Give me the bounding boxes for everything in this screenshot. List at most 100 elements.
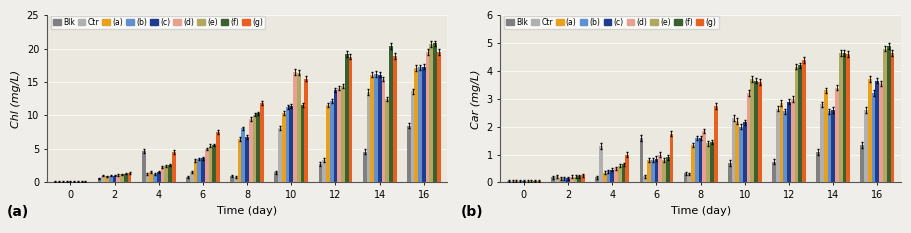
Bar — [101, 176, 105, 182]
Bar — [120, 174, 124, 182]
Bar — [753, 81, 757, 182]
Bar — [613, 168, 617, 182]
Text: (a): (a) — [6, 205, 29, 219]
Bar — [625, 154, 629, 182]
Bar — [410, 91, 414, 182]
Bar — [525, 181, 529, 182]
Bar — [701, 131, 705, 182]
Bar — [514, 181, 517, 182]
Bar — [285, 107, 289, 182]
Bar — [205, 149, 209, 182]
Bar — [871, 93, 875, 182]
Bar — [517, 181, 521, 182]
Bar — [694, 138, 698, 182]
Bar — [366, 92, 370, 182]
Bar — [322, 160, 326, 182]
Bar — [304, 79, 308, 182]
Bar — [281, 113, 285, 182]
Bar — [164, 166, 168, 182]
Bar — [687, 174, 691, 182]
Legend: Blk, Ctr, (a), (b), (c), (d), (e), (f), (g): Blk, Ctr, (a), (b), (c), (d), (e), (f), … — [51, 16, 265, 29]
Bar — [734, 121, 738, 182]
Bar — [414, 68, 418, 182]
Bar — [274, 172, 278, 182]
Bar — [216, 132, 220, 182]
Bar — [797, 65, 802, 182]
Bar — [599, 146, 602, 182]
Bar — [341, 86, 344, 182]
Bar — [436, 52, 440, 182]
Bar — [838, 53, 842, 182]
Bar — [875, 81, 878, 182]
Bar — [727, 163, 731, 182]
Bar — [406, 126, 410, 182]
Bar — [238, 139, 241, 182]
Bar — [529, 181, 533, 182]
Bar — [602, 173, 606, 182]
Bar — [642, 176, 646, 182]
Bar — [738, 127, 742, 182]
Bar — [326, 106, 330, 182]
Bar — [621, 164, 625, 182]
Bar — [171, 152, 176, 182]
Bar — [831, 110, 834, 182]
Bar — [113, 176, 117, 182]
Bar — [510, 181, 514, 182]
Bar — [124, 174, 128, 182]
Bar — [834, 88, 838, 182]
Bar — [289, 106, 292, 182]
Bar — [433, 43, 436, 182]
Bar — [153, 174, 157, 182]
Bar — [418, 67, 422, 182]
Bar — [779, 103, 783, 182]
Bar — [864, 110, 867, 182]
Bar — [333, 90, 337, 182]
Bar — [562, 178, 566, 182]
Bar — [197, 159, 200, 182]
Bar — [550, 177, 554, 182]
Bar — [669, 134, 672, 182]
Bar — [200, 158, 205, 182]
Bar — [580, 175, 584, 182]
Bar — [186, 177, 189, 182]
Bar — [141, 151, 146, 182]
Bar — [772, 161, 775, 182]
Bar — [859, 145, 864, 182]
Bar — [384, 99, 389, 182]
Bar — [683, 173, 687, 182]
Bar — [252, 115, 256, 182]
Bar — [377, 75, 381, 182]
Bar — [819, 104, 823, 182]
Bar — [97, 178, 101, 182]
Text: (b): (b) — [460, 205, 482, 219]
Bar — [882, 48, 885, 182]
Bar — [595, 177, 599, 182]
Bar — [301, 106, 304, 182]
Bar — [573, 177, 577, 182]
Bar — [212, 145, 216, 182]
Bar — [117, 175, 120, 182]
Bar — [823, 90, 826, 182]
Bar — [149, 172, 153, 182]
Bar — [566, 178, 569, 182]
Bar — [370, 75, 374, 182]
Bar — [344, 54, 348, 182]
Bar — [650, 160, 654, 182]
Bar — [569, 177, 573, 182]
Bar — [606, 171, 609, 182]
X-axis label: Time (day): Time (day) — [670, 206, 730, 216]
Bar — [802, 60, 805, 182]
Bar — [374, 74, 377, 182]
Bar — [533, 181, 537, 182]
Bar — [646, 160, 650, 182]
Bar — [658, 154, 661, 182]
Bar — [845, 54, 849, 182]
Bar — [639, 138, 642, 182]
Bar — [783, 111, 786, 182]
Bar — [330, 101, 333, 182]
Bar — [654, 159, 658, 182]
Bar — [105, 176, 108, 182]
Bar — [230, 176, 234, 182]
Bar — [245, 137, 249, 182]
Bar — [815, 152, 819, 182]
